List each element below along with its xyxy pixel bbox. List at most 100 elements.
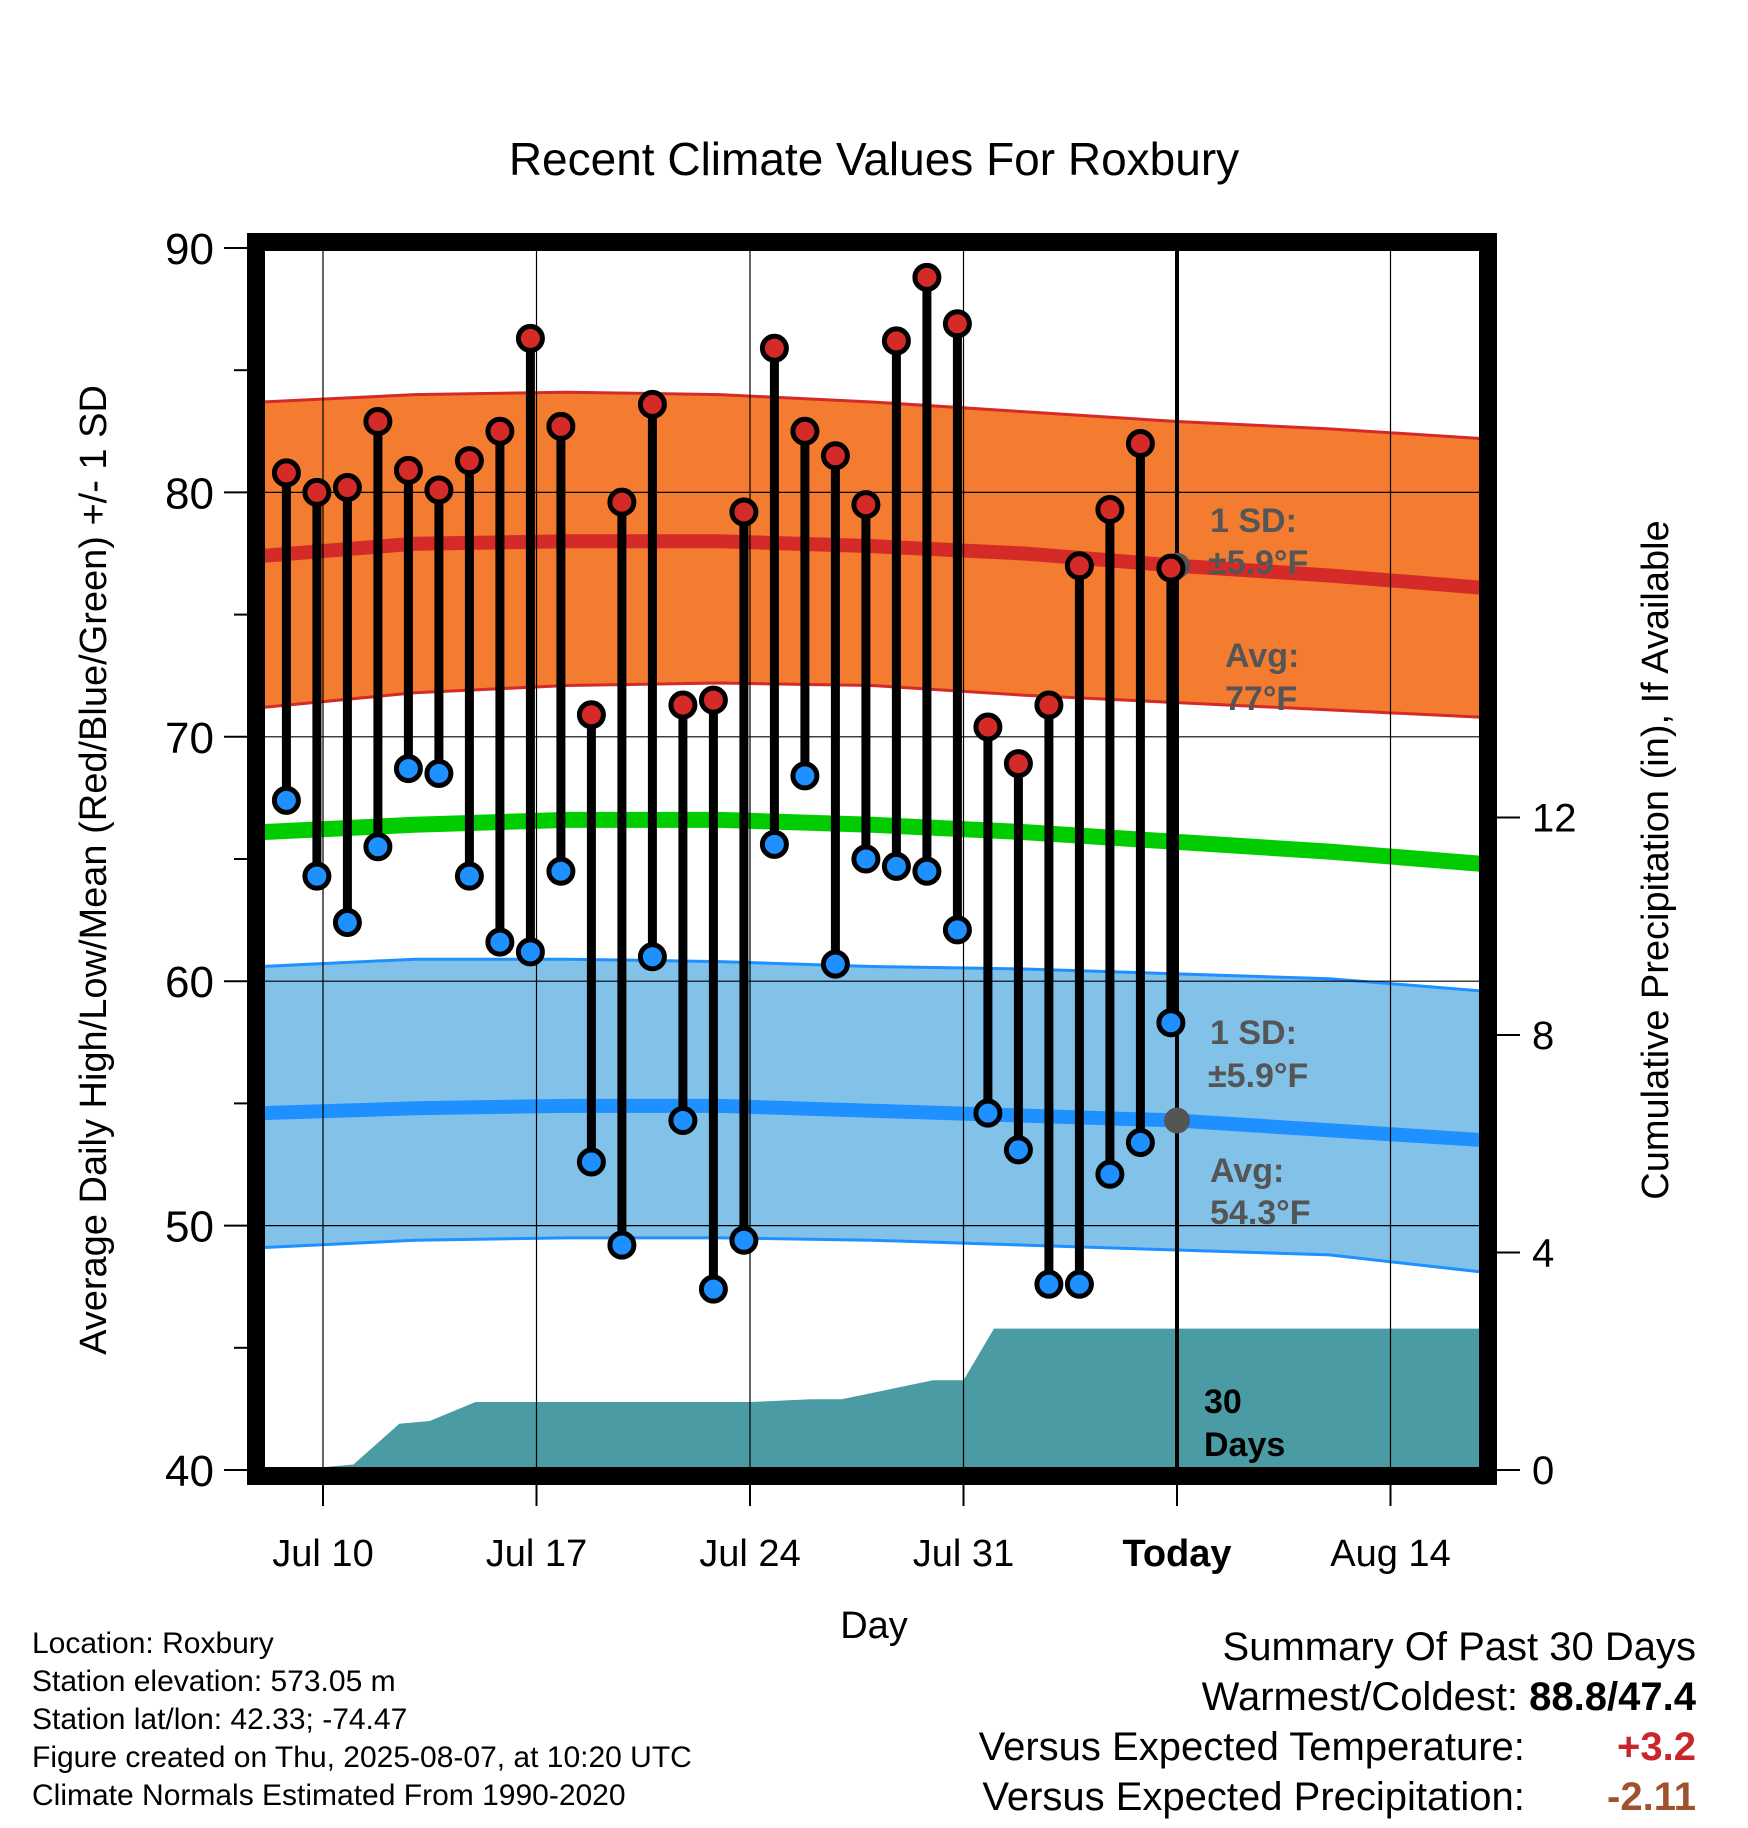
daily-low-point: [790, 761, 820, 791]
x-tick-label: Today: [1122, 1533, 1231, 1575]
summary-warmest-row: Warmest/Coldest: 88.8/47.4: [979, 1672, 1696, 1722]
high-sd-value: ±5.9°F: [1208, 544, 1308, 582]
x-tick-label: Jul 10: [272, 1533, 373, 1575]
daily-low-point: [1095, 1159, 1125, 1189]
precipitation-layer: [262, 1328, 1482, 1470]
today-low-marker: [1164, 1107, 1190, 1134]
daily-high-point: [1003, 749, 1033, 779]
daily-high-point: [637, 389, 667, 419]
y-tick-label: 60: [165, 958, 214, 1007]
daily-low-point: [1125, 1128, 1155, 1158]
daily-high-point: [881, 326, 911, 356]
daily-low-point: [302, 861, 332, 891]
period-number: 30: [1204, 1383, 1242, 1421]
low-avg-label: Avg:: [1210, 1152, 1284, 1190]
y2-tick-label: 12: [1532, 796, 1577, 840]
normal-low-upper-edge: [261, 957, 1483, 993]
daily-low-point: [454, 861, 484, 891]
normal-bands-layer: [261, 390, 1483, 1274]
warmest-value: 88.8/47.4: [1529, 1675, 1696, 1719]
daily-low-point: [759, 829, 789, 859]
axes-layer: 40 50 60 70 80 90 0 4 8 12 Jul 10 Jul 17 Jul 24 Jul 3…: [165, 225, 1576, 1575]
daily-low-point: [576, 1147, 606, 1177]
daily-low-point: [1003, 1135, 1033, 1165]
plot-frame: [247, 233, 1497, 1485]
daily-high-point: [424, 475, 454, 505]
daily-low-point: [820, 949, 850, 979]
temp-value: +3.2: [1617, 1725, 1696, 1769]
normal-low-avg-line: [261, 1098, 1483, 1148]
daily-low-point: [271, 785, 301, 815]
station-info: Location: Roxbury Station elevation: 573…: [32, 1625, 692, 1815]
daily-high-point: [912, 262, 942, 292]
daily-high-point: [851, 490, 881, 520]
y-tick-label: 40: [165, 1447, 214, 1496]
daily-high-point: [1064, 551, 1094, 581]
normal-high-upper-edge: [261, 390, 1483, 441]
summary-temp-row: Versus Expected Temperature: +3.2: [979, 1722, 1696, 1772]
y-tick-label: 70: [165, 714, 214, 763]
daily-high-point: [546, 411, 576, 441]
daily-low-point: [729, 1225, 759, 1255]
x-axis-label: Day: [840, 1605, 908, 1647]
daily-low-point: [637, 942, 667, 972]
chart-title: Recent Climate Values For Roxbury: [509, 133, 1239, 185]
low-avg-value: 54.3°F: [1210, 1194, 1311, 1232]
low-sd-label: 1 SD:: [1210, 1014, 1297, 1052]
created-text: Figure created on Thu, 2025-08-07, at 10…: [32, 1741, 692, 1774]
daily-low-point: [332, 908, 362, 938]
daily-high-point: [1125, 429, 1155, 459]
daily-high-point: [393, 455, 423, 485]
daily-high-point: [820, 441, 850, 471]
daily-low-point: [424, 758, 454, 788]
daily-high-point: [454, 446, 484, 476]
precip-value: -2.11: [1607, 1775, 1696, 1819]
precip-label: Versus Expected Precipitation:: [982, 1775, 1525, 1819]
temp-label: Versus Expected Temperature:: [978, 1725, 1525, 1769]
daily-low-point: [851, 844, 881, 874]
summary-panel: Summary Of Past 30 Days Warmest/Coldest:…: [979, 1622, 1696, 1822]
daily-high-point: [302, 477, 332, 507]
daily-high-point: [668, 690, 698, 720]
x-tick-label: Jul 31: [913, 1533, 1014, 1575]
daily-high-point: [1034, 690, 1064, 720]
daily-high-point: [271, 458, 301, 488]
high-avg-value: 77°F: [1225, 680, 1297, 718]
y-axis-label: Average Daily High/Low/Mean (Red/Blue/Gr…: [73, 385, 115, 1355]
daily-high-point: [515, 323, 545, 353]
daily-high-point: [607, 487, 637, 517]
daily-low-point: [607, 1230, 637, 1260]
summary-title: Summary Of Past 30 Days: [1222, 1625, 1696, 1669]
daily-low-point: [881, 851, 911, 881]
daily-low-point: [973, 1098, 1003, 1128]
daily-high-point: [698, 685, 728, 715]
normals-text: Climate Normals Estimated From 1990-2020: [32, 1779, 626, 1812]
daily-low-point: [1156, 1008, 1186, 1038]
normal-low-lower-edge: [261, 1236, 1483, 1274]
x-tick-label: Jul 17: [486, 1533, 587, 1575]
daily-low-point: [698, 1274, 728, 1304]
daily-low-point: [515, 937, 545, 967]
daily-low-point: [1034, 1269, 1064, 1299]
y2-tick-label: 0: [1532, 1449, 1554, 1493]
annotations: 1 SD: ±5.9°F Avg: 77°F 1 SD: ±5.9°F Avg:…: [1204, 502, 1311, 1464]
high-avg-label: Avg:: [1225, 637, 1299, 675]
daily-low-point: [1064, 1269, 1094, 1299]
low-sd-value: ±5.9°F: [1208, 1057, 1308, 1095]
location-text: Location: Roxbury: [32, 1627, 274, 1660]
y-tick-label: 80: [165, 469, 214, 518]
plot-frame-layer: [247, 233, 1497, 1485]
y-tick-label: 50: [165, 1203, 214, 1252]
high-sd-label: 1 SD:: [1210, 502, 1297, 540]
x-tick-label: Jul 24: [699, 1533, 800, 1575]
daily-points-layer: [271, 262, 1186, 1304]
daily-high-point: [729, 497, 759, 527]
warmest-label: Warmest/Coldest:: [1201, 1675, 1519, 1719]
daily-low-point: [668, 1106, 698, 1136]
daily-low-point: [485, 927, 515, 957]
daily-low-point: [363, 832, 393, 862]
daily-low-point: [393, 754, 423, 784]
daily-range-layer: [281, 277, 1176, 1290]
y2-tick-label: 8: [1532, 1014, 1554, 1058]
summary-precip-row: Versus Expected Precipitation: -2.11: [979, 1772, 1696, 1822]
